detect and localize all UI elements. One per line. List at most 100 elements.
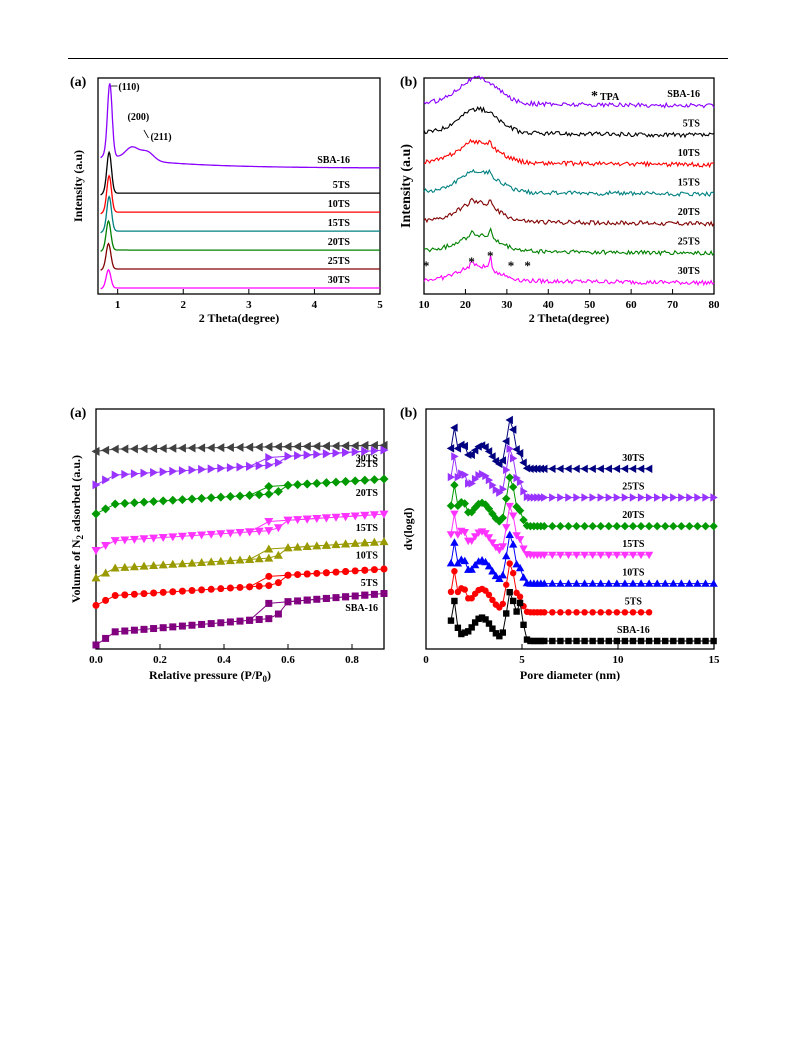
- data-point: [150, 589, 158, 597]
- data-point: [505, 415, 513, 425]
- x-axis-title-subscript: 0: [263, 674, 268, 684]
- data-point: [573, 609, 580, 616]
- series-label: 30TS: [622, 453, 645, 464]
- data-point: [549, 637, 556, 645]
- data-point: [168, 495, 178, 505]
- data-point: [129, 498, 139, 508]
- data-point: [498, 543, 507, 551]
- series-label: 25TS: [356, 459, 379, 470]
- data-point: [225, 556, 235, 565]
- series-label: 20TS: [678, 207, 701, 218]
- series-label: 20TS: [328, 237, 351, 248]
- data-point: [644, 522, 654, 531]
- data-point: [236, 462, 245, 472]
- data-point: [613, 609, 621, 616]
- data-point: [120, 562, 130, 571]
- series-line-30ts: [423, 255, 715, 287]
- x-axis-title: Pore diameter (nm): [520, 668, 620, 682]
- data-point: [460, 441, 468, 451]
- data-point: [604, 464, 612, 473]
- data-point: [451, 452, 459, 461]
- data-point: [187, 532, 197, 541]
- series-line-15ts: [423, 168, 715, 198]
- data-point: [468, 595, 475, 602]
- data-point: [516, 593, 524, 600]
- data-point: [565, 637, 572, 645]
- y-axis-title: Intensity (a.u): [71, 150, 85, 222]
- x-tick-label: 70: [667, 299, 679, 311]
- data-point: [130, 626, 138, 634]
- data-point: [512, 559, 521, 568]
- data-point: [605, 493, 613, 502]
- data-point: [129, 535, 139, 544]
- data-point: [612, 464, 621, 473]
- data-point: [111, 591, 119, 599]
- data-point: [653, 637, 661, 645]
- data-point: [605, 637, 612, 645]
- series-line-5ts: [100, 150, 380, 196]
- series-label: 25TS: [622, 482, 645, 493]
- data-point: [508, 540, 518, 548]
- data-point: [350, 538, 360, 547]
- data-point: [645, 637, 653, 645]
- data-point: [468, 624, 475, 631]
- data-point: [92, 480, 101, 490]
- data-point: [503, 581, 510, 588]
- data-point: [489, 596, 496, 604]
- data-point: [519, 545, 528, 553]
- data-point: [197, 493, 207, 503]
- series-label: 5TS: [361, 578, 379, 589]
- data-point: [206, 443, 215, 453]
- data-point: [178, 622, 186, 630]
- x-tick-label: 0.2: [153, 654, 167, 666]
- data-point: [488, 539, 497, 547]
- data-point: [503, 610, 510, 617]
- data-point: [489, 480, 497, 490]
- data-point: [694, 637, 701, 645]
- data-point: [264, 544, 274, 553]
- data-point: [177, 443, 186, 453]
- data-point: [255, 582, 263, 590]
- series-line-30ts: [100, 268, 380, 290]
- data-point: [101, 568, 111, 577]
- data-point: [322, 594, 330, 602]
- data-point: [265, 460, 274, 470]
- data-point: [506, 560, 513, 567]
- annotation-leader: [143, 129, 149, 139]
- data-point: [520, 487, 528, 496]
- data-point: [254, 442, 263, 452]
- data-point: [581, 609, 588, 616]
- y-axis-title: dv(logd): [401, 508, 415, 551]
- x-tick-label: 1: [115, 299, 121, 311]
- tpa-peak-marker: *: [423, 258, 430, 273]
- data-point: [168, 559, 178, 568]
- data-point: [283, 480, 293, 490]
- data-point: [129, 562, 139, 571]
- data-point: [669, 522, 678, 531]
- data-point: [565, 609, 572, 616]
- data-point: [509, 569, 517, 577]
- x-tick-label: 0.4: [217, 654, 231, 666]
- data-point: [495, 459, 503, 469]
- data-point: [217, 585, 225, 593]
- data-point: [350, 512, 360, 521]
- data-point: [294, 597, 302, 605]
- data-point: [565, 493, 573, 502]
- data-point: [322, 569, 330, 577]
- data-point: [470, 446, 479, 455]
- peak-annotation: (200): [128, 112, 150, 123]
- data-point: [477, 498, 487, 508]
- x-tick-label: 0.8: [345, 654, 359, 666]
- data-point: [581, 493, 589, 502]
- series-label: 30TS: [328, 275, 351, 286]
- data-point: [206, 493, 216, 503]
- data-point: [702, 637, 709, 645]
- data-point: [331, 513, 341, 522]
- data-point: [548, 551, 557, 560]
- xrd-small-angle-chart: (a) 1 2 3 4 5 2 Theta(degree) Intensity (a.u) SB…: [70, 75, 383, 325]
- x-tick-label: 50: [584, 299, 596, 311]
- data-point: [572, 551, 581, 560]
- data-point: [612, 551, 622, 560]
- data-point: [644, 464, 653, 473]
- data-point: [620, 579, 630, 587]
